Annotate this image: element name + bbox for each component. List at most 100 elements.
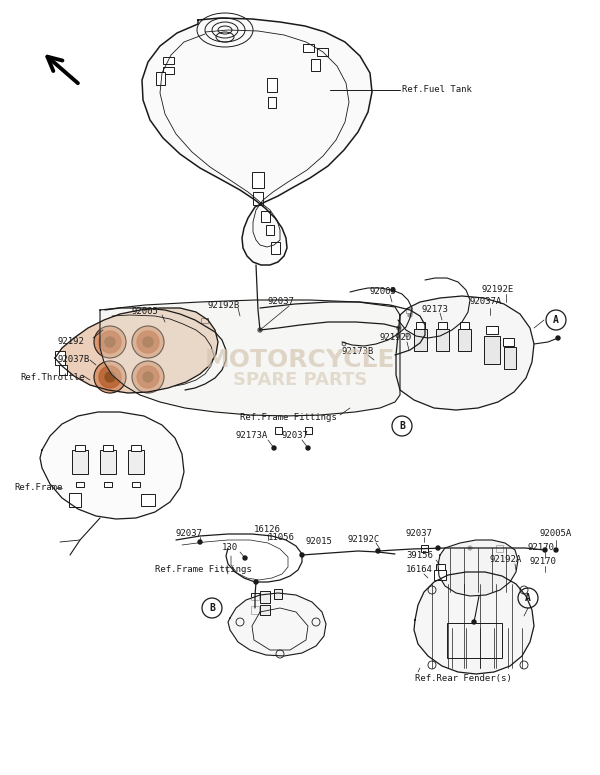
Polygon shape — [228, 593, 326, 656]
Bar — [163, 57, 173, 64]
Bar — [434, 570, 446, 580]
Circle shape — [556, 336, 560, 340]
Text: 92015: 92015 — [306, 538, 333, 546]
Polygon shape — [40, 412, 184, 519]
Text: 92005: 92005 — [370, 288, 397, 297]
Text: 11056: 11056 — [268, 533, 295, 542]
Circle shape — [272, 446, 276, 450]
Bar — [260, 591, 270, 603]
Text: Ref.Rear Fender(s): Ref.Rear Fender(s) — [415, 673, 512, 683]
Bar — [274, 589, 282, 599]
Bar — [503, 338, 514, 346]
Bar — [75, 445, 85, 451]
Text: Ref.Frame: Ref.Frame — [14, 484, 62, 492]
Bar — [302, 44, 314, 52]
Text: 92037: 92037 — [268, 298, 295, 306]
Circle shape — [105, 337, 115, 347]
Circle shape — [376, 549, 380, 553]
Circle shape — [137, 366, 159, 388]
Text: 92005: 92005 — [132, 308, 159, 316]
Bar — [128, 450, 144, 474]
Bar — [55, 351, 65, 365]
Bar — [253, 191, 263, 205]
Text: A: A — [553, 315, 559, 325]
Bar — [59, 365, 67, 375]
Bar — [421, 545, 427, 552]
Text: 92192C: 92192C — [348, 536, 380, 545]
Circle shape — [94, 326, 126, 358]
Text: 130: 130 — [222, 543, 238, 553]
Bar — [317, 48, 328, 56]
Bar — [275, 426, 281, 433]
Text: A: A — [525, 593, 531, 603]
Circle shape — [137, 331, 159, 353]
Bar — [437, 322, 446, 329]
Bar — [496, 545, 503, 552]
Circle shape — [99, 366, 121, 388]
Bar — [100, 450, 116, 474]
Text: 92037B: 92037B — [58, 356, 90, 364]
Text: SPARE PARTS: SPARE PARTS — [233, 371, 367, 389]
Bar — [69, 493, 81, 507]
Text: Ref.Frame Fittings: Ref.Frame Fittings — [155, 566, 252, 574]
Bar — [76, 481, 84, 487]
Circle shape — [94, 361, 126, 393]
Bar — [413, 329, 427, 351]
Circle shape — [306, 446, 310, 450]
Circle shape — [408, 313, 412, 317]
Circle shape — [391, 288, 395, 292]
Polygon shape — [55, 308, 218, 393]
Circle shape — [258, 328, 262, 332]
Circle shape — [468, 546, 472, 550]
Text: 92037: 92037 — [282, 432, 309, 440]
Bar — [436, 329, 449, 351]
Polygon shape — [100, 300, 400, 416]
Text: 92192D: 92192D — [380, 333, 412, 343]
Circle shape — [436, 546, 440, 550]
Text: 92037: 92037 — [406, 529, 433, 539]
Bar — [163, 67, 173, 74]
Text: 16164: 16164 — [406, 566, 433, 574]
Circle shape — [132, 326, 164, 358]
Text: B: B — [209, 603, 215, 613]
Bar — [132, 481, 140, 487]
Bar — [260, 605, 270, 615]
Bar — [406, 308, 412, 312]
Text: B: B — [399, 421, 405, 431]
Text: 92173A: 92173A — [236, 432, 268, 440]
Bar — [200, 318, 208, 322]
Text: 92192A: 92192A — [490, 556, 522, 564]
Circle shape — [105, 372, 115, 382]
Text: 92192E: 92192E — [482, 285, 514, 294]
Circle shape — [300, 553, 304, 557]
Bar — [260, 211, 269, 222]
Bar — [141, 494, 155, 506]
Text: 92170: 92170 — [528, 543, 555, 553]
Text: 92170: 92170 — [530, 557, 557, 567]
Bar — [446, 622, 502, 657]
Bar — [131, 445, 141, 451]
Bar — [436, 563, 445, 573]
Polygon shape — [396, 296, 534, 410]
Bar — [271, 242, 280, 254]
Bar — [460, 322, 469, 329]
Bar — [251, 593, 259, 600]
Text: 92037A: 92037A — [470, 298, 502, 306]
Text: Ref.Fuel Tank: Ref.Fuel Tank — [402, 85, 472, 95]
Text: 16126: 16126 — [254, 525, 281, 535]
Polygon shape — [438, 540, 518, 596]
Bar — [486, 326, 498, 334]
Text: 92192: 92192 — [58, 337, 85, 346]
Bar — [415, 322, 425, 329]
Bar — [251, 606, 259, 614]
Text: 92173: 92173 — [422, 305, 449, 315]
Bar — [268, 97, 276, 108]
Text: Ref.Frame Fittings: Ref.Frame Fittings — [240, 414, 337, 422]
Text: 92037: 92037 — [176, 529, 203, 539]
Circle shape — [143, 372, 153, 382]
Bar — [103, 445, 113, 451]
Circle shape — [132, 361, 164, 393]
Bar — [311, 59, 320, 71]
Bar — [104, 481, 112, 487]
Circle shape — [554, 548, 558, 552]
